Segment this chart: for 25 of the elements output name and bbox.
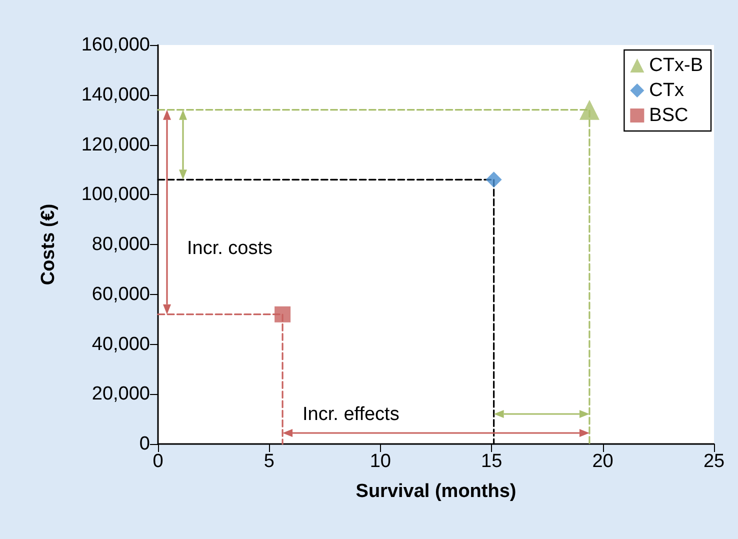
legend-label: CTx (649, 80, 684, 101)
y-tick-label: 40,000 (92, 334, 150, 355)
x-tick-label: 10 (370, 451, 391, 472)
y-tick-label: 100,000 (81, 184, 150, 206)
annotation: Incr. effects (302, 404, 400, 425)
y-axis-title: Costs (€) (38, 204, 59, 286)
x-tick-label: 15 (481, 451, 502, 472)
annotation: Incr. costs (187, 238, 273, 259)
x-tick-label: 20 (592, 451, 614, 472)
y-tick-label: 140,000 (81, 84, 150, 106)
legend-label: BSC (649, 105, 688, 126)
y-tick-label: 0 (139, 434, 150, 454)
point (274, 306, 291, 322)
x-axis-title: Survival (months) (356, 481, 516, 502)
y-tick-label: 120,000 (81, 134, 150, 156)
x-tick-label: 25 (703, 451, 725, 472)
y-tick-label: 160,000 (81, 34, 150, 56)
legend-label: CTx-B (649, 55, 703, 76)
y-tick-label: 60,000 (92, 284, 150, 305)
x-tick-label: 0 (152, 451, 164, 472)
x-tick-label: 5 (264, 451, 274, 472)
point (579, 100, 600, 120)
point (486, 172, 502, 188)
y-tick-label: 20,000 (92, 384, 150, 405)
y-tick-label: 80,000 (92, 234, 150, 255)
